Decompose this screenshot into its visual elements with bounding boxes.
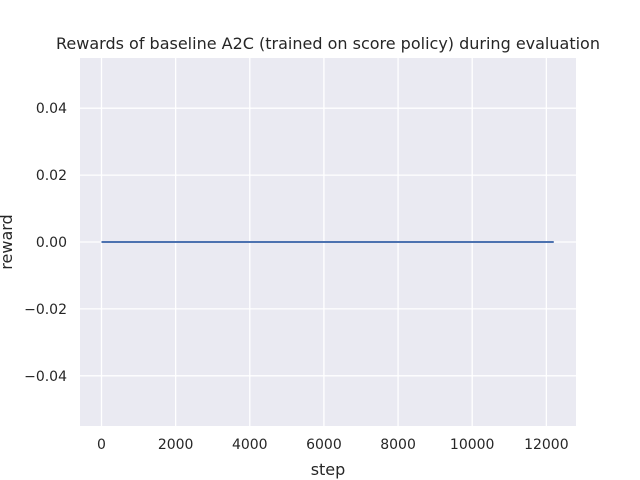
x-tick-label: 6000	[306, 437, 342, 453]
chart-title: Rewards of baseline A2C (trained on scor…	[56, 34, 600, 53]
x-tick-label: 4000	[232, 437, 268, 453]
y-axis-label: reward	[0, 214, 16, 269]
y-tick-label: 0.00	[36, 235, 67, 251]
x-tick-label: 2000	[158, 437, 194, 453]
x-axis-label: step	[311, 460, 346, 479]
x-tick-label: 0	[97, 437, 106, 453]
tick-labels: 0 2000 4000 6000 8000 10000 12000 −0.04 −0.02 0.0…	[24, 101, 569, 453]
y-tick-label: 0.02	[36, 168, 67, 184]
x-tick-label: 8000	[380, 437, 416, 453]
y-tick-label: −0.02	[24, 302, 67, 318]
x-tick-label: 12000	[524, 437, 569, 453]
y-tick-label: 0.04	[36, 101, 67, 117]
y-tick-label: −0.04	[24, 369, 67, 385]
x-tick-label: 10000	[450, 437, 495, 453]
